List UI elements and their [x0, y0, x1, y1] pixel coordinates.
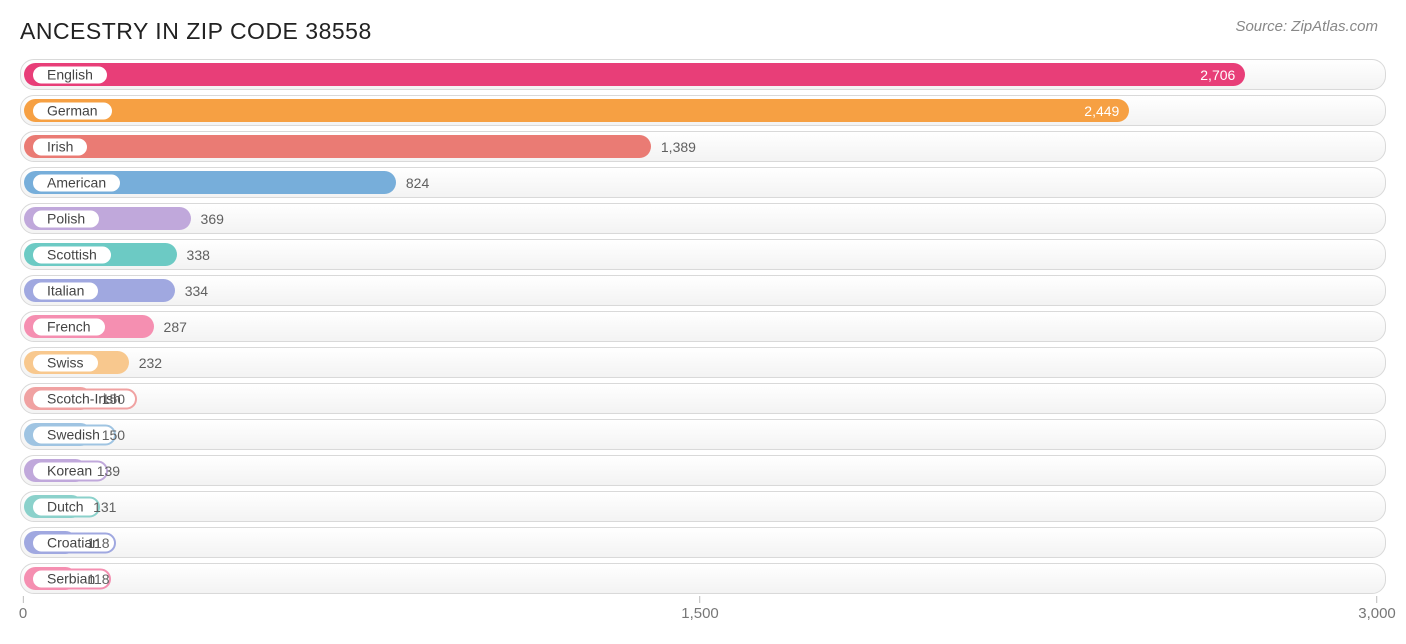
- category-pill: English: [31, 64, 109, 85]
- x-tick-label: 1,500: [681, 605, 719, 622]
- value-label: 131: [93, 499, 116, 515]
- x-tick-label: 3,000: [1358, 605, 1396, 622]
- x-axis: 01,5003,000: [20, 596, 1386, 630]
- chart-container: ANCESTRY IN ZIP CODE 38558 Source: ZipAt…: [0, 0, 1406, 644]
- x-tick-label: 0: [19, 605, 27, 622]
- category-pill: Irish: [31, 136, 89, 157]
- value-label: 118: [87, 571, 109, 587]
- category-pill: American: [31, 172, 122, 193]
- value-label: 2,449: [1084, 103, 1119, 119]
- value-label: 287: [164, 319, 187, 335]
- bar: [24, 135, 651, 158]
- bar-row: Swedish150: [20, 419, 1386, 450]
- value-label: 334: [185, 283, 208, 299]
- tick-mark: [699, 596, 700, 603]
- chart-header: ANCESTRY IN ZIP CODE 38558 Source: ZipAt…: [20, 18, 1386, 45]
- x-tick: 0: [19, 596, 27, 622]
- bar-row: Croatian118: [20, 527, 1386, 558]
- value-label: 232: [139, 355, 162, 371]
- chart-area: English 2,706 German 2,449 Irish 1,389 America…: [20, 59, 1386, 630]
- chart-source: Source: ZipAtlas.com: [1235, 18, 1378, 35]
- bar-row: Swiss 232: [20, 347, 1386, 378]
- value-label: 338: [187, 247, 210, 263]
- category-pill: Scottish: [31, 244, 113, 265]
- chart-rows: English 2,706 German 2,449 Irish 1,389 America…: [20, 59, 1386, 594]
- value-label: 150: [102, 427, 125, 443]
- chart-title: ANCESTRY IN ZIP CODE 38558: [20, 18, 372, 45]
- bar-row: Irish 1,389: [20, 131, 1386, 162]
- bar-row: Dutch131: [20, 491, 1386, 522]
- bar: [24, 99, 1129, 122]
- bar: [24, 63, 1245, 86]
- bar-row: German 2,449: [20, 95, 1386, 126]
- category-pill: Italian: [31, 280, 100, 301]
- bar-row: Italian 334: [20, 275, 1386, 306]
- bar-row: Serbian118: [20, 563, 1386, 594]
- value-label: 139: [97, 463, 120, 479]
- tick-mark: [23, 596, 24, 603]
- bar-row: Scotch-Irish150: [20, 383, 1386, 414]
- category-pill: Polish: [31, 208, 101, 229]
- category-pill: French: [31, 316, 107, 337]
- tick-mark: [1376, 596, 1377, 603]
- bar-row: Korean139: [20, 455, 1386, 486]
- value-label: 824: [406, 175, 429, 191]
- value-label: 150: [102, 391, 125, 407]
- bar-row: French 287: [20, 311, 1386, 342]
- x-tick: 3,000: [1358, 596, 1396, 622]
- value-label: 369: [201, 211, 224, 227]
- bar-row: English 2,706: [20, 59, 1386, 90]
- value-label: 1,389: [661, 139, 696, 155]
- category-pill: Dutch: [31, 496, 100, 517]
- category-pill: Swiss: [31, 352, 100, 373]
- x-tick: 1,500: [681, 596, 719, 622]
- bar-row: Polish 369: [20, 203, 1386, 234]
- bar-row: Scottish 338: [20, 239, 1386, 270]
- bar-row: American 824: [20, 167, 1386, 198]
- value-label: 118: [87, 535, 109, 551]
- value-label: 2,706: [1200, 67, 1235, 83]
- category-pill: German: [31, 100, 114, 121]
